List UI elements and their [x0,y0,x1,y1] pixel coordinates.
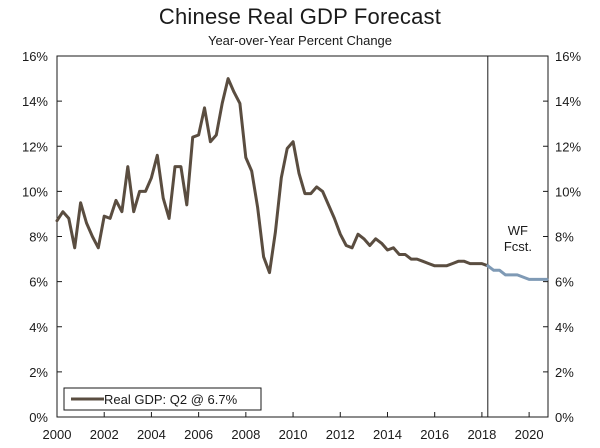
y-tick-label-left: 8% [29,230,48,245]
y-axis-right: 0% 2% 4% 6% 8% 10% 12% 14% 16% [543,49,581,425]
y-tick-label-left: 4% [29,320,48,335]
actual-gdp-series-line [55,77,490,275]
forecast-label-line1: WF [508,223,528,238]
y-tick-label-left: 12% [22,139,48,154]
y-tick-label-right: 10% [555,184,581,199]
legend-box [63,387,262,411]
chart-title: Chinese Real GDP Forecast [158,4,442,29]
y-tick-label-left: 0% [29,410,48,425]
y-tick-label-right: 6% [555,275,574,290]
y-axis-left: 0% 2% 4% 6% 8% 10% 12% 14% 16% [22,49,62,425]
x-tick-label: 2020 [515,427,544,442]
y-tick-label-right: 8% [555,230,574,245]
x-tick-label: 2010 [279,427,308,442]
x-tick-label: 2018 [467,427,496,442]
x-tick-label: 2000 [43,427,72,442]
x-tick-label: 2002 [90,427,119,442]
y-tick-label-left: 10% [22,184,48,199]
y-tick-label-right: 4% [555,320,574,335]
legend: Real GDP: Q2 @ 6.7% [63,387,262,411]
forecast-gdp-series-line [486,264,549,281]
x-axis: 2000 2002 2004 2006 2008 2010 2012 2014 2016 2018… [43,412,544,442]
y-tick-label-left: 14% [22,94,48,109]
x-tick-label: 2016 [420,427,449,442]
x-tick-label: 2014 [373,427,402,442]
y-tick-label-right: 2% [555,365,574,380]
y-tick-label-left: 2% [29,365,48,380]
x-tick-label: 2012 [326,427,355,442]
x-tick-label: 2004 [137,427,166,442]
legend-label: Real GDP: Q2 @ 6.7% [104,392,238,407]
plot-area [56,55,549,418]
y-tick-label-right: 16% [555,49,581,64]
chart-subtitle: Year-over-Year Percent Change [207,33,393,48]
y-tick-label-left: 16% [22,49,48,64]
y-tick-label-right: 14% [555,94,581,109]
y-tick-label-right: 0% [555,410,574,425]
y-tick-label-right: 12% [555,139,581,154]
x-tick-label: 2008 [231,427,260,442]
x-tick-label: 2006 [184,427,213,442]
y-tick-label-left: 6% [29,275,48,290]
forecast-label-line2: Fcst. [504,239,532,254]
